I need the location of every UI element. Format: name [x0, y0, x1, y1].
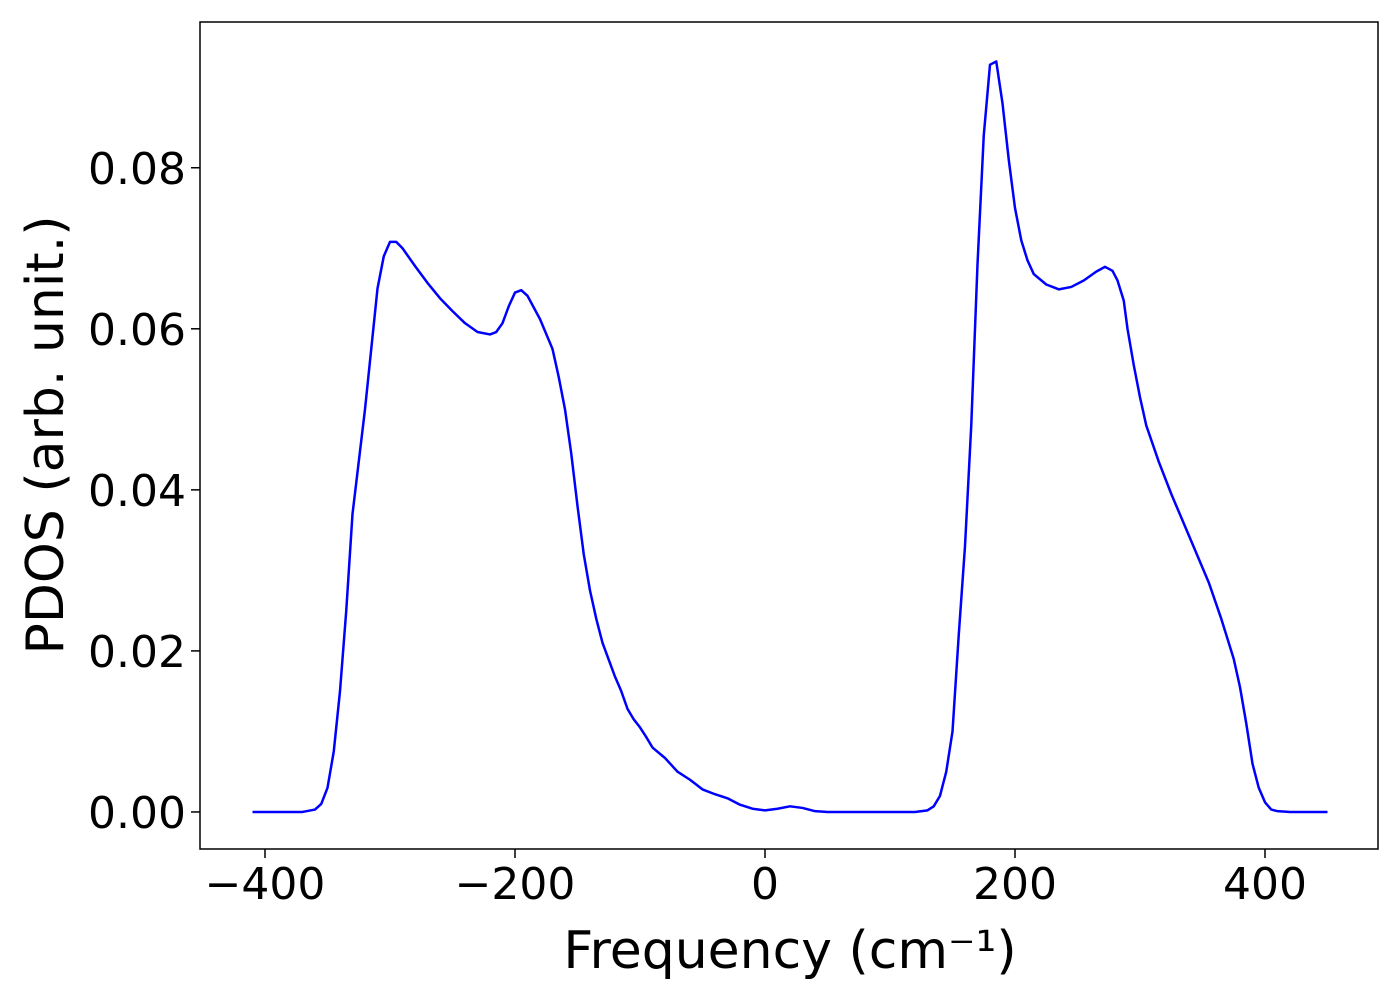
y-tick-label: 0.04: [88, 466, 186, 517]
y-tick-label: 0.02: [88, 627, 186, 678]
y-axis-label: PDOS (arb. unit.): [16, 215, 76, 654]
x-axis-label: Frequency (cm⁻¹): [563, 921, 1016, 981]
x-tick-label: 0: [751, 859, 779, 910]
x-tick-label: 200: [973, 859, 1057, 910]
x-tick-label: −400: [205, 859, 326, 910]
y-tick-label: 0.00: [88, 788, 186, 839]
x-tick-label: 400: [1223, 859, 1307, 910]
line: [252, 60, 1328, 814]
plot-frame: [199, 21, 1379, 850]
y-tick-label: 0.08: [88, 144, 186, 195]
x-tick-label: −200: [455, 859, 576, 910]
y-tick-label: 0.06: [88, 305, 186, 356]
